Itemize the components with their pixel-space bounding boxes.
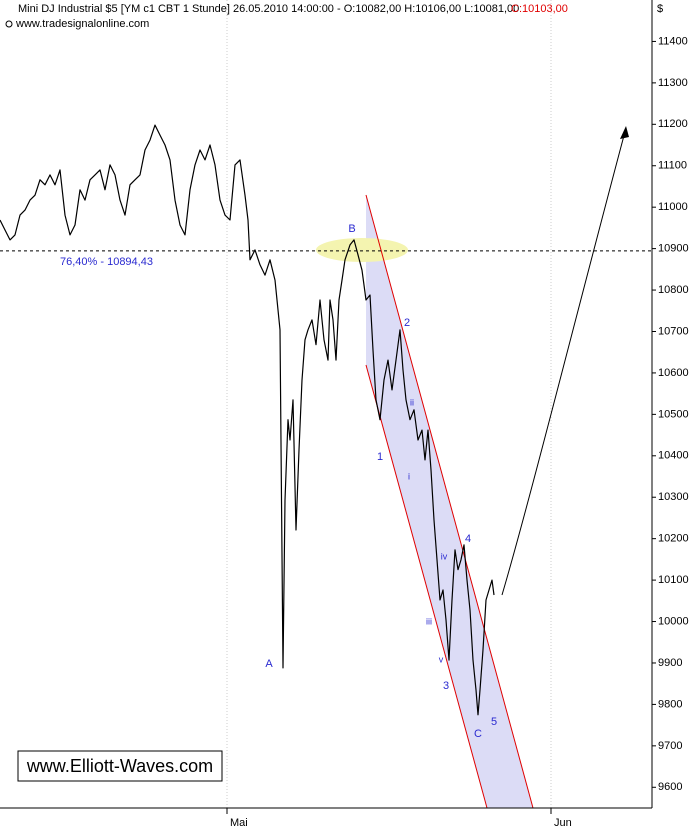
y-tick-label: 10400 <box>658 450 689 462</box>
y-tick-label: 11200 <box>658 118 688 130</box>
y-tick-label: 10700 <box>658 325 689 337</box>
channel-lower <box>365 364 488 809</box>
y-tick-label: 11300 <box>658 77 688 89</box>
close-label: C:10103,00 <box>511 3 568 15</box>
forecast-arrow <box>501 127 627 596</box>
wave-label: 4 <box>465 533 471 545</box>
header: Mini DJ Industrial $5 [YM c1 CBT 1 Stund… <box>18 3 519 15</box>
source-icon <box>5 20 13 28</box>
wave-label: A <box>265 658 273 670</box>
wave-label: C <box>474 728 482 740</box>
y-tick-label: 10200 <box>658 533 689 545</box>
wave-label: iv <box>441 551 448 561</box>
y-tick-label: 10100 <box>658 574 689 586</box>
y-tick-label: 10000 <box>658 615 689 627</box>
y-tick-label: 10500 <box>658 408 689 420</box>
y-tick-label: 10900 <box>658 243 689 255</box>
arrow-head <box>620 126 629 139</box>
currency: $ <box>657 3 663 15</box>
channel-upper <box>365 194 534 809</box>
x-tick-label: Jun <box>554 817 572 829</box>
retracement-label: 76,40% - 10894,43 <box>60 256 153 268</box>
wave-label: 2 <box>404 317 410 329</box>
highlight <box>316 238 408 262</box>
y-tick-label: 9800 <box>658 698 682 710</box>
y-tick-label: 10600 <box>658 367 689 379</box>
y-tick-label: 11400 <box>658 35 688 47</box>
plot <box>0 0 652 808</box>
wave-label: 1 <box>377 451 383 463</box>
wave-label: 5 <box>491 716 497 728</box>
y-tick-label: 9900 <box>658 657 682 669</box>
source: www.tradesignalonline.com <box>15 18 149 30</box>
wave-label: iii <box>426 616 432 626</box>
y-tick-label: 10800 <box>658 284 689 296</box>
watermark-box <box>17 750 223 782</box>
x-tick-label: Mai <box>230 817 248 829</box>
wave-label: 3 <box>443 680 449 692</box>
y-tick-label: 11000 <box>658 201 688 213</box>
y-tick-label: 9700 <box>658 740 682 752</box>
price-line <box>0 124 495 716</box>
y-tick-label: 9600 <box>658 781 682 793</box>
wave-label: ii <box>410 397 414 407</box>
wave-label: B <box>348 223 355 235</box>
wave-label: i <box>408 471 410 481</box>
wave-label: v <box>439 654 444 664</box>
watermark: www.Elliott-Waves.com <box>26 756 213 776</box>
y-tick-label: 10300 <box>658 491 689 503</box>
y-tick-label: 11100 <box>658 160 687 172</box>
